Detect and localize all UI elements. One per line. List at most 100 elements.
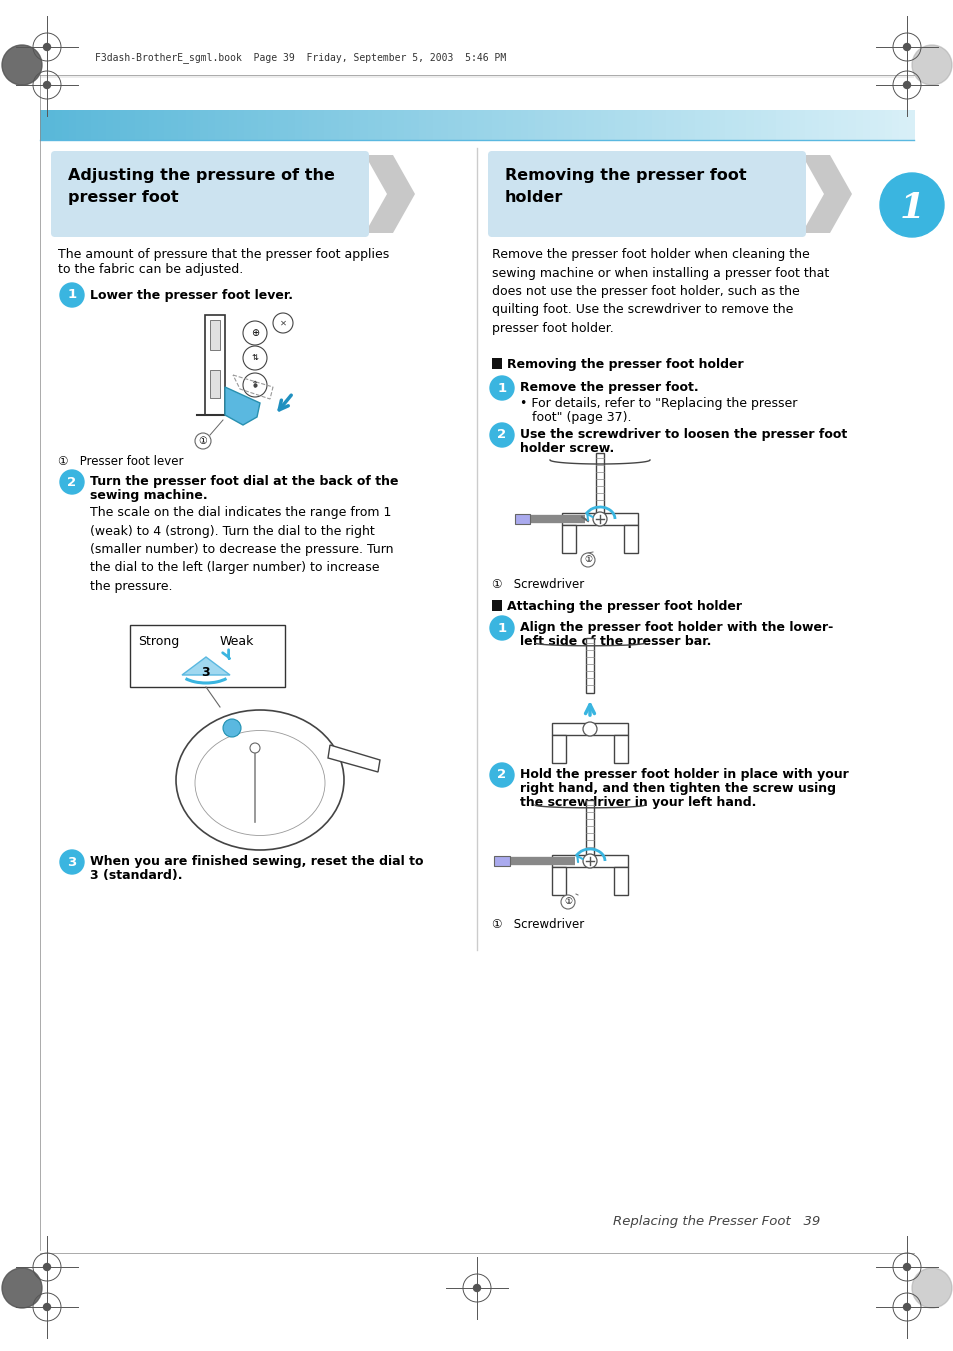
Circle shape	[582, 854, 597, 867]
Bar	[869, 109, 878, 141]
Bar	[629, 109, 638, 141]
Circle shape	[879, 173, 943, 236]
Bar	[316, 109, 325, 141]
Bar	[862, 109, 870, 141]
Bar	[745, 109, 754, 141]
Bar	[84, 109, 91, 141]
Bar	[302, 109, 310, 141]
Bar	[607, 109, 616, 141]
Bar	[561, 526, 576, 553]
Text: Adjusting the pressure of the: Adjusting the pressure of the	[68, 168, 335, 182]
Bar	[455, 109, 463, 141]
Bar	[396, 109, 405, 141]
Bar	[825, 109, 834, 141]
Bar	[833, 109, 841, 141]
Bar	[702, 109, 710, 141]
Bar	[389, 109, 397, 141]
Text: Hold the presser foot holder in place with your: Hold the presser foot holder in place wi…	[519, 767, 848, 781]
Bar	[600, 109, 608, 141]
Circle shape	[194, 434, 211, 449]
Bar	[210, 320, 220, 350]
Bar	[760, 109, 768, 141]
Bar	[515, 513, 530, 524]
Text: to the fabric can be adjusted.: to the fabric can be adjusted.	[58, 263, 243, 276]
Bar	[797, 109, 805, 141]
Bar	[637, 109, 645, 141]
Bar	[527, 109, 536, 141]
Circle shape	[60, 470, 84, 494]
Text: ①   Screwdriver: ① Screwdriver	[492, 917, 583, 931]
Text: ↑: ↑	[251, 380, 259, 390]
Bar	[156, 109, 165, 141]
Bar	[128, 109, 135, 141]
Circle shape	[243, 373, 267, 397]
Bar	[294, 109, 303, 141]
Bar	[447, 109, 456, 141]
Text: ①   Presser foot lever: ① Presser foot lever	[58, 455, 183, 467]
Circle shape	[902, 43, 909, 50]
Text: 1: 1	[497, 621, 506, 635]
Bar	[266, 109, 274, 141]
Circle shape	[243, 322, 267, 345]
Circle shape	[250, 743, 260, 753]
Bar	[200, 109, 209, 141]
Text: 1: 1	[899, 190, 923, 226]
Bar	[112, 109, 121, 141]
Bar	[346, 109, 354, 141]
Text: ⊕: ⊕	[251, 328, 259, 338]
Text: ①: ①	[198, 436, 207, 446]
Bar	[905, 109, 914, 141]
Bar	[69, 109, 77, 141]
Text: holder: holder	[504, 190, 563, 205]
Bar	[492, 600, 501, 611]
Bar	[484, 109, 492, 141]
Circle shape	[473, 1285, 480, 1292]
Bar	[91, 109, 99, 141]
Text: Align the presser foot holder with the lower-: Align the presser foot holder with the l…	[519, 621, 832, 634]
Bar	[280, 109, 289, 141]
Bar	[535, 109, 543, 141]
Text: 3 (standard).: 3 (standard).	[90, 869, 182, 882]
Bar	[782, 109, 790, 141]
Bar	[687, 109, 696, 141]
Text: Weak: Weak	[220, 635, 254, 648]
Bar	[142, 109, 150, 141]
Bar	[585, 800, 594, 855]
Bar	[367, 109, 375, 141]
Circle shape	[582, 721, 597, 736]
Bar	[222, 109, 230, 141]
Bar	[578, 109, 587, 141]
Bar	[288, 109, 295, 141]
Text: 2: 2	[68, 476, 76, 489]
Circle shape	[902, 1263, 909, 1270]
Circle shape	[490, 616, 514, 640]
Text: Attaching the presser foot holder: Attaching the presser foot holder	[506, 600, 741, 613]
Text: Use the screwdriver to loosen the presser foot: Use the screwdriver to loosen the presse…	[519, 428, 846, 440]
Bar	[614, 867, 627, 894]
Bar	[214, 109, 223, 141]
Bar	[76, 109, 85, 141]
Bar	[324, 109, 332, 141]
Circle shape	[902, 81, 909, 89]
Text: presser foot: presser foot	[68, 190, 178, 205]
Bar	[469, 109, 477, 141]
Text: foot" (page 37).: foot" (page 37).	[532, 411, 631, 424]
Bar	[498, 109, 507, 141]
Polygon shape	[182, 657, 230, 676]
FancyBboxPatch shape	[51, 151, 369, 236]
Bar	[513, 109, 521, 141]
Bar	[433, 109, 441, 141]
Bar	[614, 735, 627, 763]
Text: Removing the presser foot holder: Removing the presser foot holder	[506, 358, 742, 372]
Bar	[404, 109, 412, 141]
Bar	[841, 109, 848, 141]
Circle shape	[593, 512, 606, 526]
Bar	[491, 109, 499, 141]
Circle shape	[60, 850, 84, 874]
Bar	[884, 109, 892, 141]
Bar	[891, 109, 900, 141]
Circle shape	[44, 81, 51, 89]
Bar	[819, 109, 827, 141]
Bar	[134, 109, 143, 141]
Bar	[440, 109, 449, 141]
